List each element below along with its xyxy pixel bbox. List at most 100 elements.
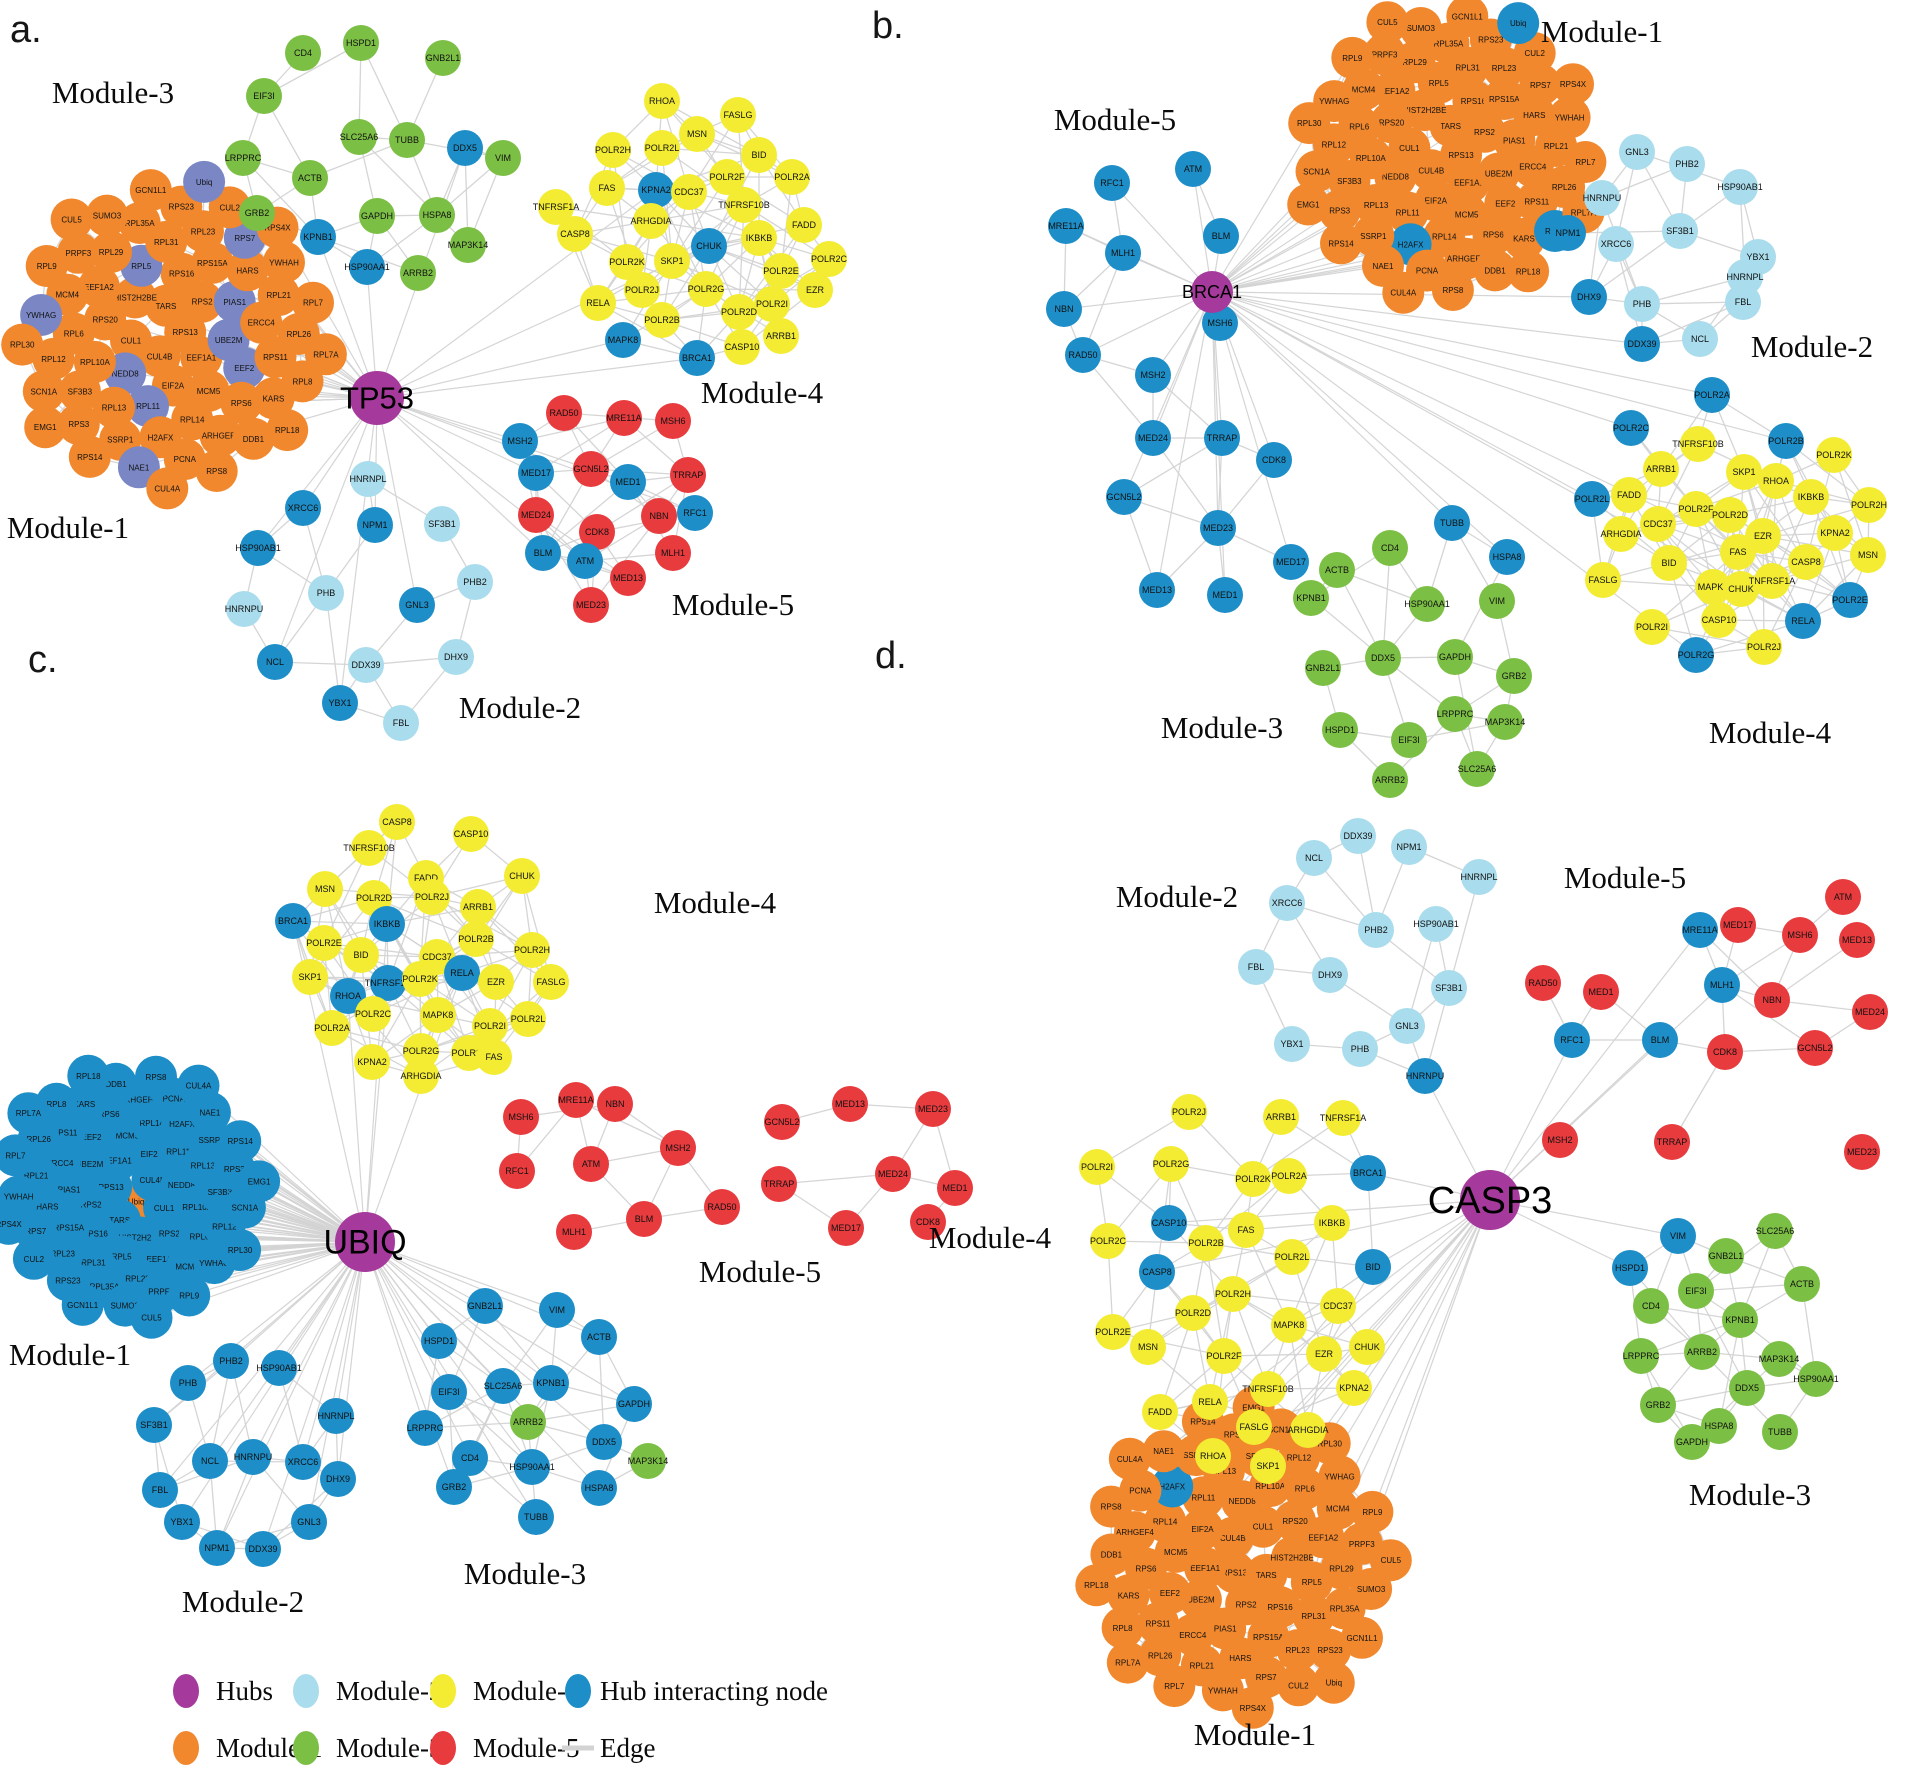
node-PHB2[interactable]: [457, 564, 493, 600]
node-ATM[interactable]: [567, 543, 603, 579]
node-GNB2L1[interactable]: [425, 40, 461, 76]
node-MED23[interactable]: [915, 1091, 951, 1127]
node-RPL30[interactable]: [1288, 102, 1331, 145]
node-ATM[interactable]: [1175, 151, 1211, 187]
node-CUL4A[interactable]: [1108, 1437, 1151, 1480]
node-PHB[interactable]: [1624, 286, 1660, 322]
node-MED24[interactable]: [1135, 420, 1171, 456]
node-EZR[interactable]: [478, 964, 514, 1000]
node-HSPD1[interactable]: [1322, 712, 1358, 748]
node-MED1[interactable]: [1207, 577, 1243, 613]
node-VIM[interactable]: [1660, 1218, 1696, 1254]
node-POLR2B[interactable]: [458, 921, 494, 957]
node-ARHGDIA[interactable]: [403, 1058, 439, 1094]
node-RPL9[interactable]: [25, 245, 68, 287]
node-HSP90AB1[interactable]: [261, 1350, 297, 1386]
node-CDK8[interactable]: [910, 1204, 946, 1240]
node-CASP8[interactable]: [379, 804, 415, 840]
node-HSP90AA1[interactable]: [1798, 1361, 1834, 1397]
node-EIF3I[interactable]: [246, 78, 282, 114]
node-GAPDH[interactable]: [1674, 1424, 1710, 1460]
node-RPL18[interactable]: [1075, 1564, 1118, 1607]
node-RPL11[interactable]: [1386, 191, 1429, 234]
node-GNL3[interactable]: [291, 1504, 327, 1540]
node-XRCC6[interactable]: [285, 490, 321, 526]
node-XRCC6[interactable]: [1269, 885, 1305, 921]
node-HSPD1[interactable]: [1612, 1250, 1648, 1286]
node-MED24[interactable]: [875, 1156, 911, 1192]
node-RPL30[interactable]: [219, 1229, 262, 1271]
node-POLR2K[interactable]: [609, 244, 645, 280]
node-SLC25A6[interactable]: [1459, 751, 1495, 787]
node-DDX5[interactable]: [586, 1424, 622, 1460]
node-ARRB1[interactable]: [1263, 1099, 1299, 1135]
node-RELA[interactable]: [1192, 1384, 1228, 1420]
node-MSN[interactable]: [679, 116, 715, 152]
node-POLR2A[interactable]: [774, 159, 810, 195]
node-ARRB1[interactable]: [460, 889, 496, 925]
node-MAP3K14[interactable]: [450, 227, 486, 263]
node-EMG1[interactable]: [238, 1160, 281, 1203]
node-RPL7A[interactable]: [304, 333, 347, 376]
node-TNFRSF1A[interactable]: [538, 189, 574, 225]
node-GNB2L1[interactable]: [1305, 650, 1341, 686]
node-RPS7[interactable]: [1519, 63, 1562, 106]
node-SCN1A[interactable]: [1295, 150, 1338, 193]
node-POLR2A[interactable]: [1694, 377, 1730, 413]
node-BID[interactable]: [343, 937, 379, 973]
node-TRRAP[interactable]: [1204, 420, 1240, 456]
node-KPNA2[interactable]: [1336, 1370, 1372, 1406]
node-TNFRSF1A[interactable]: [370, 965, 406, 1001]
node-KARS[interactable]: [1107, 1574, 1150, 1617]
node-POLR2B[interactable]: [1768, 423, 1804, 459]
node-HNRNPL[interactable]: [1461, 859, 1497, 895]
node-DHX9[interactable]: [320, 1461, 356, 1497]
node-RAD50[interactable]: [546, 395, 582, 431]
node-RPS3[interactable]: [57, 403, 100, 446]
node-RFC1[interactable]: [677, 495, 713, 531]
node-RPL13[interactable]: [1355, 184, 1398, 226]
node-CASP10[interactable]: [724, 329, 760, 365]
node-RPS16[interactable]: [1452, 79, 1495, 122]
node-CD4[interactable]: [452, 1440, 488, 1476]
node-POLR2L[interactable]: [510, 1001, 546, 1037]
node-POLR2H[interactable]: [1851, 487, 1887, 523]
node-POLR2F[interactable]: [1206, 1338, 1242, 1374]
node-MED13[interactable]: [1839, 922, 1875, 958]
node-TUBB[interactable]: [1434, 505, 1470, 541]
node-POLR2H[interactable]: [514, 932, 550, 968]
node-PRPF3[interactable]: [1363, 33, 1406, 76]
node-NPM1[interactable]: [357, 507, 393, 543]
node-HNRNPU[interactable]: [235, 1439, 271, 1475]
node-RPL12[interactable]: [32, 337, 75, 380]
node-RPL7[interactable]: [1564, 141, 1607, 183]
node-RPS23[interactable]: [1309, 1628, 1352, 1671]
node-ARHGDIA[interactable]: [633, 203, 669, 239]
node-CDC37[interactable]: [1640, 506, 1676, 542]
node-MED23[interactable]: [573, 587, 609, 623]
node-SF3B1[interactable]: [1431, 970, 1467, 1006]
node-HSPA8[interactable]: [581, 1470, 617, 1506]
node-MAPK8[interactable]: [1271, 1307, 1307, 1343]
node-MSN[interactable]: [1850, 537, 1886, 573]
node-HNRNPL[interactable]: [350, 461, 386, 497]
node-POLR2C[interactable]: [1613, 410, 1649, 446]
node-MAP3K14[interactable]: [1487, 704, 1523, 740]
node-NPM1[interactable]: [1391, 829, 1427, 865]
node-RPS4X[interactable]: [1231, 1686, 1274, 1729]
node-RPS3[interactable]: [1318, 189, 1361, 232]
node-POLR2D[interactable]: [1175, 1295, 1211, 1331]
node-POLR2I[interactable]: [754, 286, 790, 322]
node-MED17[interactable]: [828, 1210, 864, 1246]
node-DHX9[interactable]: [1312, 957, 1348, 993]
node-H2AFX[interactable]: [1151, 1465, 1194, 1508]
node-RFC1[interactable]: [1094, 165, 1130, 201]
node-TNFRSF10B[interactable]: [726, 187, 762, 223]
node-RHOA[interactable]: [644, 83, 680, 119]
node-CASP10[interactable]: [1701, 602, 1737, 638]
node-YBX1[interactable]: [322, 685, 358, 721]
node-CUL4A[interactable]: [177, 1064, 220, 1107]
node-TRRAP[interactable]: [761, 1166, 797, 1202]
node-GNB2L1[interactable]: [467, 1288, 503, 1324]
node-MED24[interactable]: [1852, 994, 1888, 1030]
